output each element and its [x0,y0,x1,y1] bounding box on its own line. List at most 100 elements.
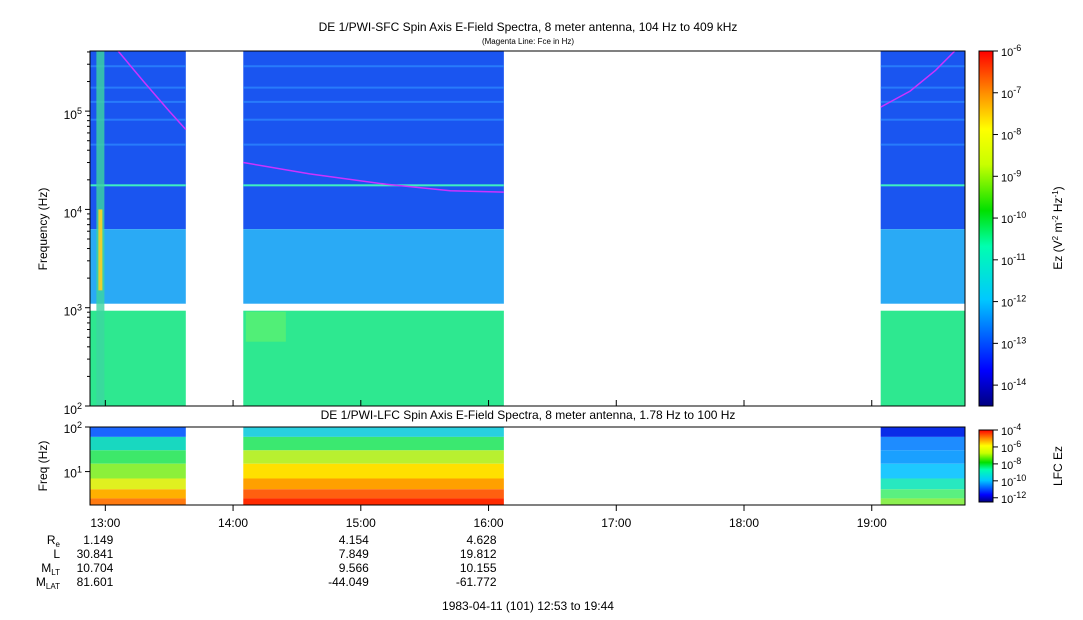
lfc-band-1-1 [243,436,504,451]
sfc-y-ticks: 102 103 104 105 [64,51,90,417]
sfc-stripe-2-2 [880,100,965,103]
x-tick-label-2: 15:00 [346,516,376,530]
ephemeris-value-2-0: 10.704 [77,561,114,575]
ephemeris-value-1-1: 7.849 [339,547,369,561]
x-tick-label-4: 17:00 [601,516,631,530]
lfc-band-0-1 [90,436,186,451]
sfc-stripe-1-0 [243,65,504,68]
sfc-cbar-tick-label-4: 10-10 [1001,210,1026,226]
lfc-cbar-tick-label-4: 10-12 [1001,490,1026,506]
sfc-cbar-tick-label-0: 10-6 [1001,43,1021,59]
sfc-stripe-2-0 [880,65,965,68]
lfc-band-0-3 [90,463,186,479]
lfc-band-1-5 [243,489,504,499]
sfc-stripe-0-1 [90,86,186,89]
sfc-colorbar-label: Ez (V2 m-2 Hz-1) [1051,186,1065,269]
fce-segment-0 [117,50,187,131]
lfc-spectrogram [90,427,965,505]
lfc-band-0-5 [90,489,186,499]
ephemeris-value-0-0: 1.149 [83,533,113,547]
lfc-cbar-tick-label-3: 10-10 [1001,473,1026,489]
ephemeris-value-1-0: 30.841 [77,547,114,561]
lfc-y-tick-label-1: 102 [64,420,82,436]
sfc-band-high-2 [880,51,965,230]
x-tick-label-1: 14:00 [218,516,248,530]
lfc-cbar-tick-label-2: 10-8 [1001,456,1021,472]
sfc-18k-line-1 [243,184,504,187]
sfc-stripe-1-3 [243,118,504,121]
fce-segment-1 [243,161,504,193]
sfc-stripe-0-2 [90,100,186,103]
top-panel-subtitle: (Magenta Line: Fce in Hz) [482,37,574,46]
sfc-stripe-2-1 [880,86,965,89]
lfc-band-1-2 [243,450,504,464]
sfc-colorbar [978,50,994,407]
sfc-stripe-2-4 [880,143,965,146]
sfc-cbar-tick-label-1: 10-7 [1001,85,1021,101]
sfc-stripe-0-0 [90,65,186,68]
x-tick-label-6: 19:00 [857,516,887,530]
lfc-band-1-3 [243,463,504,479]
lfc-y-tick-label-0: 101 [64,465,82,481]
sfc-cbar-tick-label-2: 10-8 [1001,127,1021,143]
ephemeris-value-0-2: 4.628 [467,533,497,547]
lfc-band-2-6 [880,498,965,505]
time-range-footer: 1983-04-11 (101) 12:53 to 19:44 [442,599,614,613]
sfc-band-mid-0 [90,229,186,304]
ephemeris-value-3-2: -61.772 [456,575,497,589]
x-tick-label-5: 18:00 [729,516,759,530]
sfc-band-low-2 [880,310,965,406]
sfc-cbar-tick-label-8: 10-14 [1001,377,1026,393]
sfc-early-burst-core [98,209,103,291]
sfc-stripe-1-2 [243,100,504,103]
sfc-y-tick-label-0: 102 [64,401,82,417]
sfc-band-low-0 [90,310,186,406]
lfc-band-1-0 [243,427,504,437]
time-axis-ticks: 13:00 14:00 15:00 16:00 17:00 18:00 19:00 [90,400,887,530]
ephemeris-value-3-0: 81.601 [77,575,114,589]
lfc-band-2-0 [880,427,965,437]
sfc-band-high-1 [243,51,504,230]
ephemeris-label-0: Re [47,533,61,549]
sfc-cbar-tick-label-6: 10-12 [1001,294,1026,310]
lfc-y-ticks: 101 102 [64,420,90,481]
lfc-band-0-2 [90,450,186,464]
lfc-band-1-6 [243,498,504,505]
ephemeris-value-0-1: 4.154 [339,533,369,547]
lfc-band-0-6 [90,498,186,505]
ephemeris-value-3-1: -44.049 [328,575,369,589]
sfc-stripe-1-1 [243,86,504,89]
sfc-stripe-1-4 [243,143,504,146]
x-tick-label-3: 16:00 [474,516,504,530]
sfc-cbar-tick-label-7: 10-13 [1001,335,1026,351]
lfc-band-2-3 [880,463,965,479]
lfc-cbar-tick-label-0: 10-4 [1001,422,1021,438]
sfc-stripe-0-3 [90,118,186,121]
lfc-plot-frame [89,426,966,506]
fce-segment-2 [880,50,956,108]
ephemeris-value-1-2: 19.812 [460,547,497,561]
lfc-band-0-0 [90,427,186,437]
ephemeris-label-2: MLT [41,561,60,577]
sfc-band-mid-1 [243,229,504,304]
x-tick-label-0: 13:00 [90,516,120,530]
bottom-panel-title: DE 1/PWI-LFC Spin Axis E-Field Spectra, … [321,408,736,422]
lfc-colorbar [978,429,994,503]
sfc-plot-frame [89,50,966,407]
ephemeris-label-3: MLAT [36,575,60,591]
sfc-spectrogram [90,51,965,406]
ephemeris-label-1: L [53,547,60,561]
lfc-band-2-1 [880,436,965,451]
sfc-green-patch [245,311,286,342]
ephemeris-table: Re 1.149 4.154 4.628 L 30.841 7.849 19.812 MLT 10… [36,533,497,591]
sfc-y-tick-label-1: 103 [64,303,82,319]
lfc-band-2-4 [880,478,965,490]
sfc-y-tick-label-3: 105 [64,106,82,122]
sfc-stripe-0-4 [90,143,186,146]
ephemeris-value-2-1: 9.566 [339,561,369,575]
top-panel-title: DE 1/PWI-SFC Spin Axis E-Field Spectra, … [319,20,738,34]
lfc-colorbar-label: LFC Ez [1051,446,1065,486]
sfc-cbar-tick-label-5: 10-11 [1001,252,1026,268]
